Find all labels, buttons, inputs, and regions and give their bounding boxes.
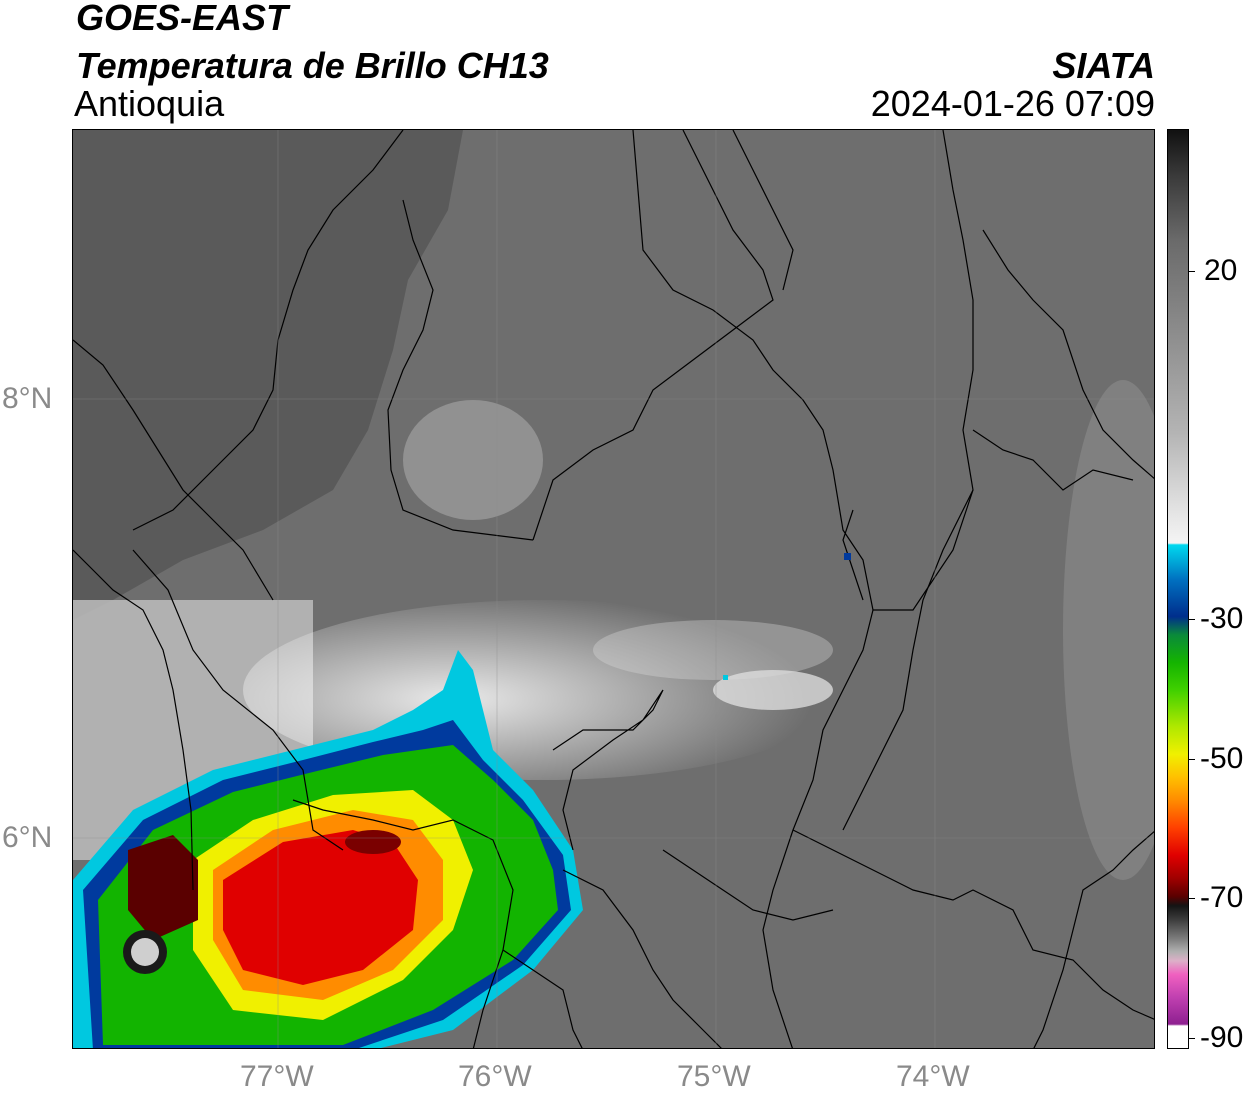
title-satellite: GOES-EAST	[76, 0, 289, 38]
colorbar-tick-minus30: -30	[1200, 602, 1244, 635]
boundary-lines	[73, 130, 1154, 1048]
colorbar	[1167, 129, 1189, 1049]
lon-label-74w: 74°W	[896, 1060, 970, 1093]
colorbar-tick-20: 20	[1204, 254, 1238, 287]
cold-cloud-red	[223, 830, 418, 985]
colorbar-tick-minus50: -50	[1200, 742, 1244, 775]
datetime-label: 2024-01-26 07:09	[870, 83, 1155, 124]
lon-label-76w: 76°W	[458, 1060, 532, 1093]
lon-label-75w: 75°W	[677, 1060, 751, 1093]
caribbean-sea-area	[73, 130, 463, 620]
colorbar-tick-minus70: -70	[1200, 881, 1244, 914]
lat-label-6n: 6°N	[2, 821, 53, 854]
agency-label: SIATA	[1052, 45, 1155, 86]
satellite-image	[73, 130, 1154, 1048]
title-region: Antioquia	[74, 83, 225, 124]
lon-label-77w: 77°W	[240, 1060, 314, 1093]
map-panel	[72, 129, 1155, 1049]
graticule	[73, 130, 1154, 1048]
title-product: Temperatura de Brillo CH13	[76, 45, 549, 86]
colorbar-tick-minus90: -90	[1200, 1021, 1244, 1054]
lat-label-8n: 8°N	[2, 382, 53, 415]
